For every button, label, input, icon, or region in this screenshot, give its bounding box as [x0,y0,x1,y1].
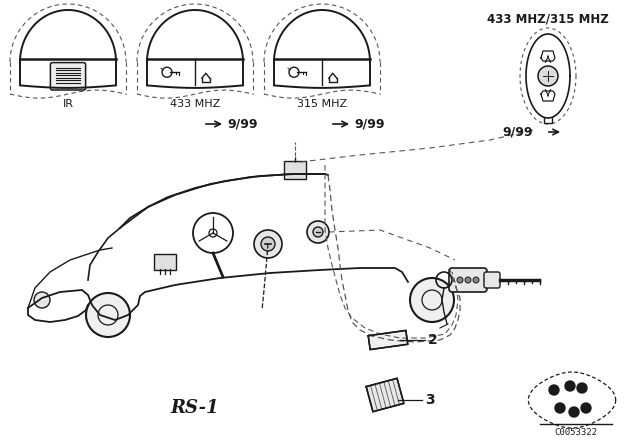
Circle shape [465,277,471,283]
Text: 3: 3 [425,393,435,407]
Circle shape [569,407,579,417]
Text: 433 MHZ/315 MHZ: 433 MHZ/315 MHZ [487,12,609,25]
Circle shape [86,293,130,337]
Circle shape [254,230,282,258]
Text: 315 MHZ: 315 MHZ [297,99,347,109]
Circle shape [581,403,591,413]
Circle shape [410,278,454,322]
FancyBboxPatch shape [484,272,500,288]
Circle shape [565,381,575,391]
Circle shape [473,277,479,283]
Text: 9/99: 9/99 [354,117,385,130]
Text: 433 MHZ: 433 MHZ [170,99,220,109]
Circle shape [261,237,275,251]
Circle shape [313,227,323,237]
Text: 2: 2 [428,333,438,347]
Text: IR: IR [63,99,74,109]
Text: 9/99: 9/99 [502,125,533,138]
Polygon shape [366,378,404,412]
Circle shape [577,383,587,393]
Circle shape [549,385,559,395]
FancyBboxPatch shape [154,254,176,270]
Circle shape [34,292,50,308]
Text: RS-1: RS-1 [171,399,220,417]
Polygon shape [368,331,408,349]
FancyBboxPatch shape [284,161,306,179]
Circle shape [555,403,565,413]
Text: 9/99: 9/99 [227,117,257,130]
FancyBboxPatch shape [449,268,487,292]
Circle shape [307,221,329,243]
Circle shape [538,66,558,86]
FancyBboxPatch shape [51,63,86,90]
Circle shape [457,277,463,283]
Text: C0053322: C0053322 [554,428,598,437]
